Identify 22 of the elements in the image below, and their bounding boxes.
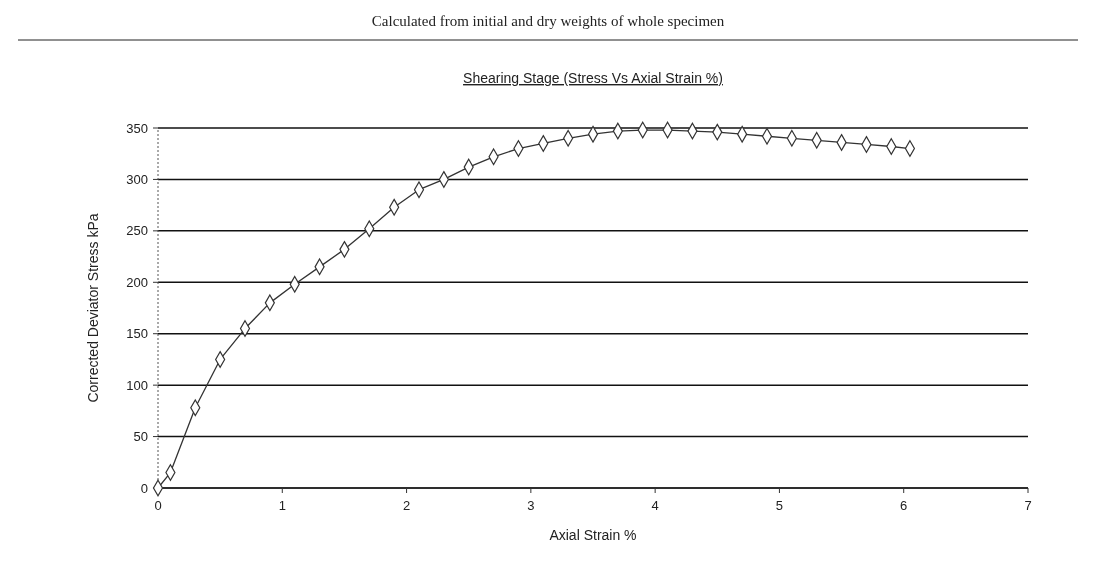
x-tick-label: 2 bbox=[402, 498, 411, 513]
x-tick-label: 1 bbox=[278, 498, 286, 513]
chart-title: Shearing Stage (Stress Vs Axial Strain %) bbox=[463, 70, 723, 86]
y-tick-label: 50 bbox=[133, 429, 148, 445]
point bbox=[239, 320, 251, 337]
x-tick-label: 3 bbox=[527, 498, 535, 513]
y-tick-label: 350 bbox=[126, 120, 148, 136]
x-tick-label: 5 bbox=[775, 498, 784, 513]
y-tick-label: 100 bbox=[126, 377, 148, 393]
text: Calculated from initial and dry weights of whole specimen bbox=[371, 13, 725, 29]
x-tick-label: 6 bbox=[900, 498, 908, 513]
y-tick-label: 150 bbox=[126, 326, 148, 342]
x-tick-label: 4 bbox=[651, 498, 659, 513]
x-tick-label: 0 bbox=[154, 498, 162, 513]
y-axis-title: Corrected Deviator Stress kPa bbox=[85, 213, 101, 403]
point bbox=[904, 140, 916, 157]
y-tick-label: 200 bbox=[126, 274, 148, 290]
x-axis-title: Axial Strain % bbox=[549, 527, 637, 543]
y-tick-label: 250 bbox=[126, 223, 148, 239]
x-tick-label: 7 bbox=[1024, 498, 1032, 513]
y-tick-label: 300 bbox=[126, 171, 148, 187]
y-tick-label: 0 bbox=[140, 480, 148, 496]
